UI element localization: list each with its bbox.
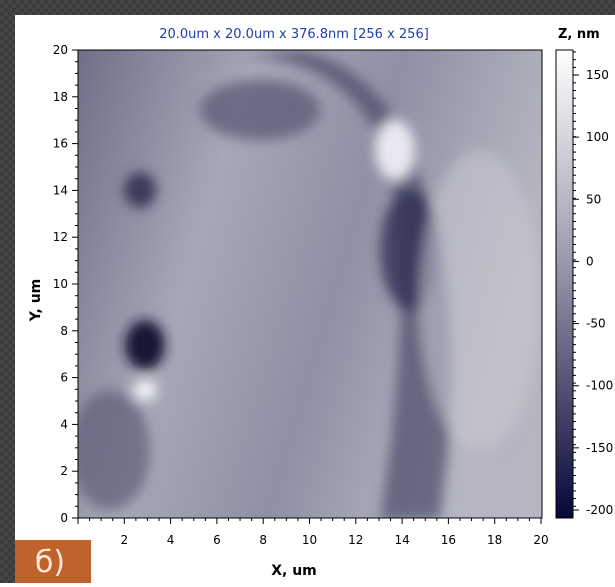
y-tick-label: 16 xyxy=(53,137,68,151)
afm-image xyxy=(70,50,542,520)
y-tick-label: 12 xyxy=(53,230,68,244)
y-tick-label: 6 xyxy=(60,371,68,385)
y-tick-label: 20 xyxy=(53,43,68,57)
colorbar xyxy=(556,50,573,518)
x-tick-label: 6 xyxy=(213,533,221,547)
x-tick-label: 18 xyxy=(487,533,502,547)
y-tick-label: 4 xyxy=(60,417,68,431)
colorbar-tick-label: -150 xyxy=(586,441,613,455)
colorbar-tick-label: 100 xyxy=(586,130,609,144)
y-tick-label: 0 xyxy=(60,511,68,525)
x-axis-label: X, um xyxy=(271,563,317,579)
colorbar-tick-label: 0 xyxy=(586,254,594,268)
y-tick-label: 8 xyxy=(60,324,68,338)
afm-figure: 20.0um x 20.0um x 376.8nm [256 x 256] X,… xyxy=(0,0,615,583)
y-tick-label: 18 xyxy=(53,90,68,104)
x-tick-label: 8 xyxy=(259,533,267,547)
image-title: 20.0um x 20.0um x 376.8nm [256 x 256] xyxy=(159,27,429,42)
colorbar-tick-label: -200 xyxy=(586,503,613,517)
colorbar-label: Z, nm xyxy=(558,27,600,42)
y-tick-label: 2 xyxy=(60,464,68,478)
colorbar-tick-label: 150 xyxy=(586,68,609,82)
x-tick-label: 16 xyxy=(441,533,456,547)
x-tick-label: 4 xyxy=(167,533,175,547)
colorbar-tick-label: 50 xyxy=(586,192,601,206)
panel-label: б) xyxy=(35,545,65,580)
x-tick-label: 10 xyxy=(302,533,317,547)
y-tick-label: 10 xyxy=(53,277,68,291)
x-tick-label: 20 xyxy=(533,533,548,547)
x-tick-label: 2 xyxy=(120,533,128,547)
x-tick-label: 12 xyxy=(348,533,363,547)
colorbar-tick-label: -50 xyxy=(586,317,606,331)
y-axis-label: Y, um xyxy=(28,279,44,323)
y-tick-label: 14 xyxy=(53,183,68,197)
colorbar-tick-label: -100 xyxy=(586,379,613,393)
x-tick-label: 14 xyxy=(394,533,409,547)
